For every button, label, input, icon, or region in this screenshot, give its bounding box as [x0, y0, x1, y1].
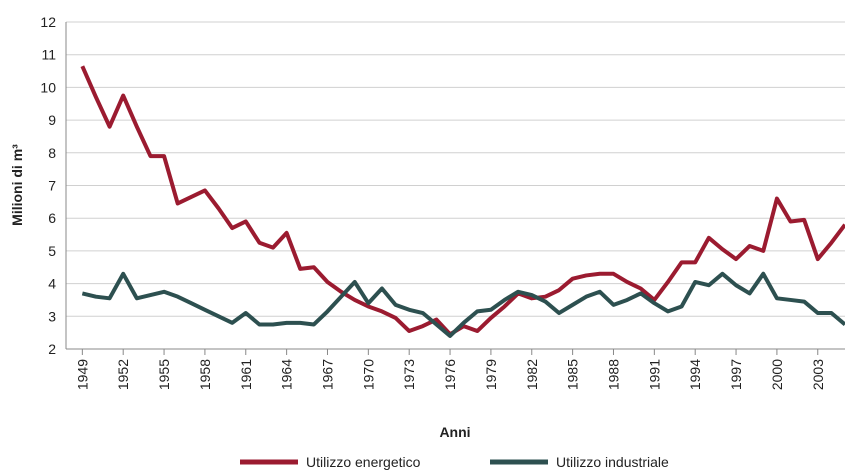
- legend-label: Utilizzo industriale: [556, 454, 669, 470]
- x-tick-label: 1985: [565, 359, 581, 390]
- x-tick-label: 1961: [238, 359, 254, 390]
- data-line: [80, 65, 845, 337]
- y-tick-label: 2: [48, 341, 56, 357]
- x-tick-label: 1952: [115, 359, 131, 390]
- x-tick-label: 1982: [524, 359, 540, 390]
- x-tick-label: 1964: [279, 359, 295, 390]
- x-tick-label: 1994: [687, 359, 703, 390]
- data-line: [81, 271, 845, 338]
- y-tick-label: 9: [48, 112, 56, 128]
- y-axis-label: Milioni di m³: [9, 144, 25, 226]
- x-tick-label: 1973: [401, 359, 417, 390]
- y-tick-label: 3: [48, 308, 56, 324]
- x-tick-label: 1988: [605, 359, 621, 390]
- x-tick-label: 1979: [483, 359, 499, 390]
- y-tick-label: 10: [40, 79, 56, 95]
- x-axis-label: Anni: [439, 424, 470, 440]
- x-tick-label: 1997: [728, 359, 744, 390]
- y-tick-label: 11: [41, 47, 56, 63]
- y-tick-label: 6: [48, 210, 56, 226]
- y-tick-label: 5: [48, 243, 56, 259]
- y-tick-label: 7: [48, 178, 56, 194]
- y-tick-label: 12: [40, 14, 56, 30]
- x-tick-label: 2003: [810, 359, 826, 390]
- legend-label: Utilizzo energetico: [306, 454, 421, 470]
- x-tick-label: 2000: [769, 359, 785, 390]
- x-tick-label: 1991: [646, 359, 662, 390]
- y-tick-label: 8: [48, 145, 56, 161]
- y-tick-label: 4: [48, 276, 56, 292]
- x-tick-label: 1955: [156, 359, 172, 390]
- x-tick-label: 1970: [360, 359, 376, 390]
- x-tick-label: 1949: [74, 359, 90, 390]
- x-tick-label: 1958: [197, 359, 213, 390]
- x-tick-label: 1976: [442, 359, 458, 390]
- x-tick-label: 1967: [319, 359, 335, 390]
